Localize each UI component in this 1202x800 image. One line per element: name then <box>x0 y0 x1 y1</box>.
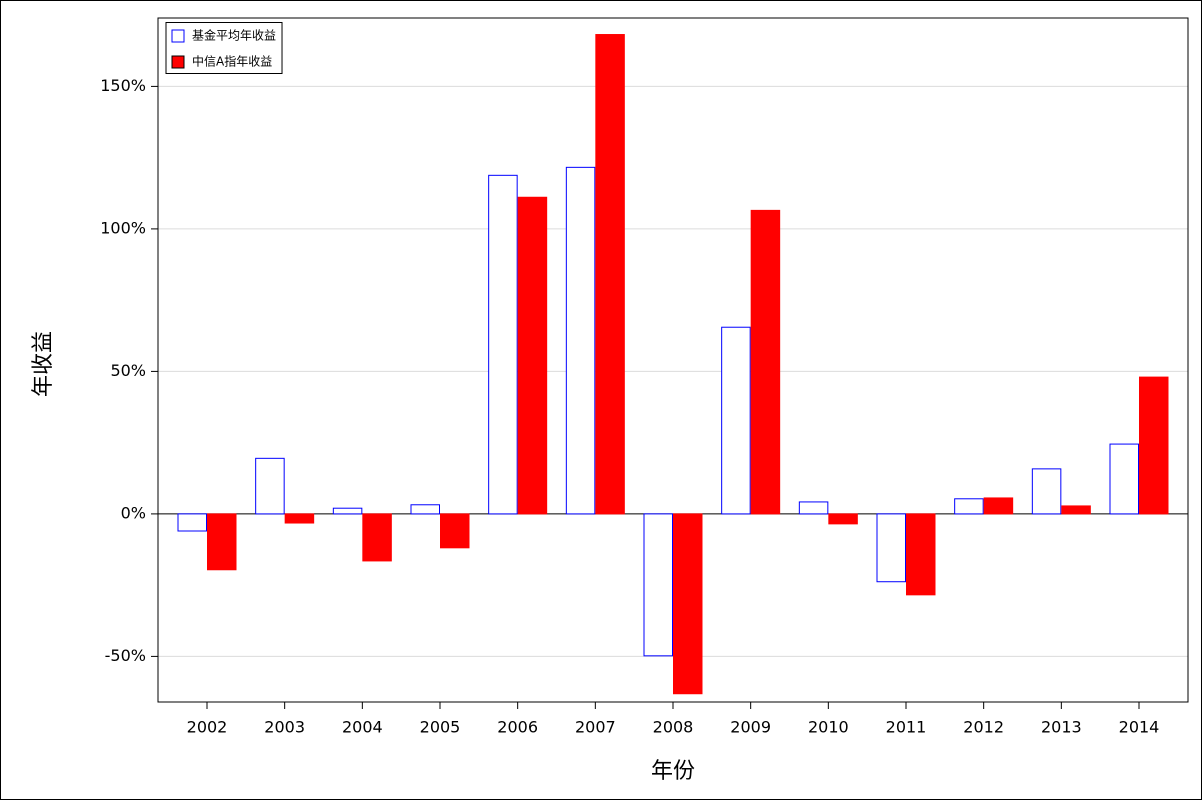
legend-swatch <box>171 29 185 43</box>
x-tick-label: 2008 <box>653 718 694 737</box>
bar <box>673 513 703 695</box>
y-tick-label: 150% <box>100 76 146 95</box>
x-tick-label: 2014 <box>1119 718 1160 737</box>
bar <box>983 497 1014 515</box>
bar <box>284 513 315 524</box>
y-tick-label: 50% <box>110 361 146 380</box>
legend-box <box>165 22 283 74</box>
bar <box>1109 443 1139 515</box>
bar <box>362 513 392 562</box>
bar <box>565 166 596 515</box>
x-tick-label: 2012 <box>963 718 1004 737</box>
legend-label: 基金平均年收益 <box>192 28 276 43</box>
bar <box>828 513 858 525</box>
legend-swatch <box>171 55 185 69</box>
bar <box>410 504 440 515</box>
x-tick-label: 2010 <box>808 718 849 737</box>
bar <box>595 34 625 515</box>
x-tick-label: 2006 <box>497 718 538 737</box>
bar <box>954 498 984 515</box>
bar <box>906 513 936 596</box>
legend-label: 中信A指年收益 <box>192 54 272 69</box>
x-tick-label: 2011 <box>886 718 927 737</box>
bar <box>876 513 906 583</box>
x-tick-label: 2009 <box>730 718 771 737</box>
x-tick-label: 2007 <box>575 718 616 737</box>
bar <box>1031 468 1062 515</box>
bar <box>488 174 518 515</box>
bar <box>177 513 207 532</box>
y-tick-label: 0% <box>121 503 146 522</box>
bar <box>1061 505 1091 515</box>
bar <box>255 457 285 515</box>
bar <box>1139 376 1169 515</box>
bar <box>750 209 781 515</box>
y-tick-label: 100% <box>100 218 146 237</box>
y-axis-title: 年收益 <box>31 331 56 397</box>
x-tick-label: 2004 <box>342 718 383 737</box>
bar <box>207 513 237 571</box>
plot-border <box>157 17 1189 703</box>
bar <box>721 326 751 515</box>
bar <box>332 507 363 515</box>
bar <box>798 501 829 515</box>
bar <box>517 196 548 515</box>
x-tick-label: 2005 <box>420 718 461 737</box>
y-tick-label: -50% <box>105 646 146 665</box>
x-tick-label: 2002 <box>187 718 228 737</box>
x-tick-label: 2003 <box>264 718 305 737</box>
x-axis-title: 年份 <box>651 759 695 784</box>
bar <box>440 513 470 549</box>
x-tick-label: 2013 <box>1041 718 1082 737</box>
bar <box>643 513 673 657</box>
